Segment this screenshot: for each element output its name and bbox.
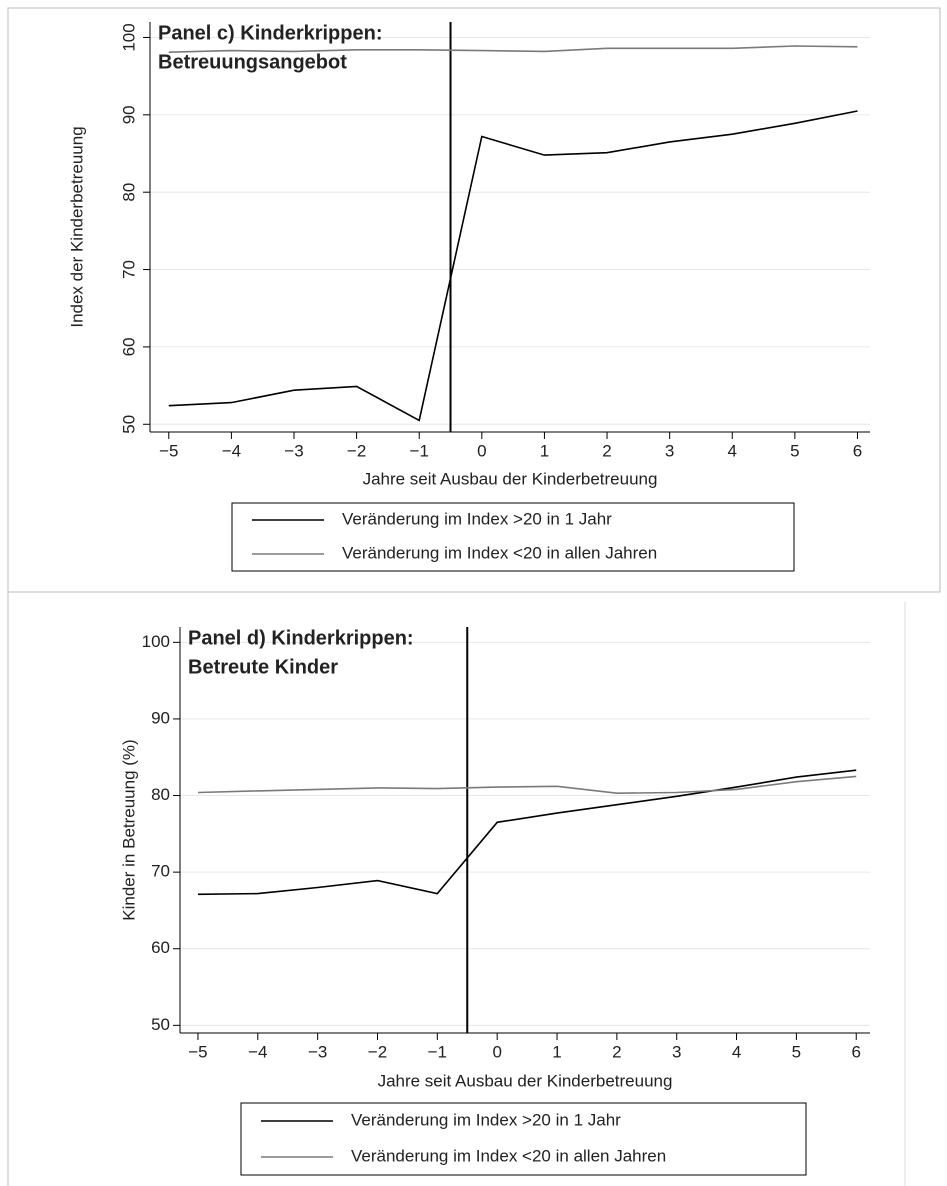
y-tick-label: 60 (151, 938, 170, 957)
series-line (168, 110, 858, 422)
y-tick-label: 80 (119, 183, 138, 202)
x-axis-label: Jahre seit Ausbau der Kinderbetreuung (378, 1071, 673, 1090)
y-tick-label: 80 (151, 785, 170, 804)
legend-box (240, 1102, 807, 1176)
legend-label: Veränderung im Index <20 in allen Jahren (351, 1146, 666, 1165)
chart-title: Betreuungsangebot (158, 51, 347, 73)
y-axis-label: Index der Kinderbetreuung (67, 126, 86, 327)
x-tick-label: −4 (248, 1042, 267, 1061)
y-axis-label: Kinder in Betreuung (%) (119, 739, 138, 920)
x-tick-label: −2 (347, 441, 366, 460)
x-tick-label: −3 (308, 1042, 327, 1061)
x-tick-label: −1 (428, 1042, 447, 1061)
y-tick-label: 100 (119, 23, 138, 51)
y-tick-label: 60 (119, 337, 138, 356)
legend-box (231, 502, 795, 572)
y-tick-label: 90 (151, 708, 170, 727)
x-axis-label: Jahre seit Ausbau der Kinderbetreuung (363, 469, 658, 488)
x-tick-label: 6 (853, 441, 862, 460)
x-tick-label: 4 (732, 1042, 741, 1061)
x-tick-label: −5 (159, 441, 178, 460)
x-tick-label: −2 (368, 1042, 387, 1061)
legend-label: Veränderung im Index >20 in 1 Jahr (351, 1110, 621, 1129)
x-tick-label: 2 (602, 441, 611, 460)
x-tick-label: −1 (410, 441, 429, 460)
chart-title: Betreute Kinder (188, 656, 338, 678)
x-tick-label: 0 (492, 1042, 501, 1061)
x-tick-label: 5 (790, 441, 799, 460)
legend-label: Veränderung im Index <20 in allen Jahren (342, 543, 657, 562)
y-tick-label: 90 (119, 105, 138, 124)
y-tick-label: 50 (119, 415, 138, 434)
y-tick-label: 70 (119, 260, 138, 279)
x-tick-label: 6 (852, 1042, 861, 1061)
x-tick-label: 4 (728, 441, 737, 460)
y-tick-label: 50 (151, 1015, 170, 1034)
legend-label: Veränderung im Index >20 in 1 Jahr (342, 509, 612, 528)
x-tick-label: −3 (284, 441, 303, 460)
panel-frame (7, 7, 941, 1186)
series-line (197, 775, 857, 795)
x-tick-label: 3 (672, 1042, 681, 1061)
x-tick-label: 0 (477, 441, 486, 460)
series-line (168, 45, 858, 53)
x-tick-label: 1 (552, 1042, 561, 1061)
x-tick-label: 2 (612, 1042, 621, 1061)
chart-title: Panel d) Kinderkrippen: (188, 627, 414, 649)
y-tick-label: 70 (151, 862, 170, 881)
x-tick-label: −4 (222, 441, 241, 460)
y-tick-label: 100 (142, 632, 170, 651)
x-tick-label: 3 (665, 441, 674, 460)
chart-title: Panel c) Kinderkrippen: (158, 22, 383, 44)
x-tick-label: 5 (792, 1042, 801, 1061)
series-line (197, 769, 857, 896)
x-tick-label: −5 (188, 1042, 207, 1061)
x-tick-label: 1 (540, 441, 549, 460)
